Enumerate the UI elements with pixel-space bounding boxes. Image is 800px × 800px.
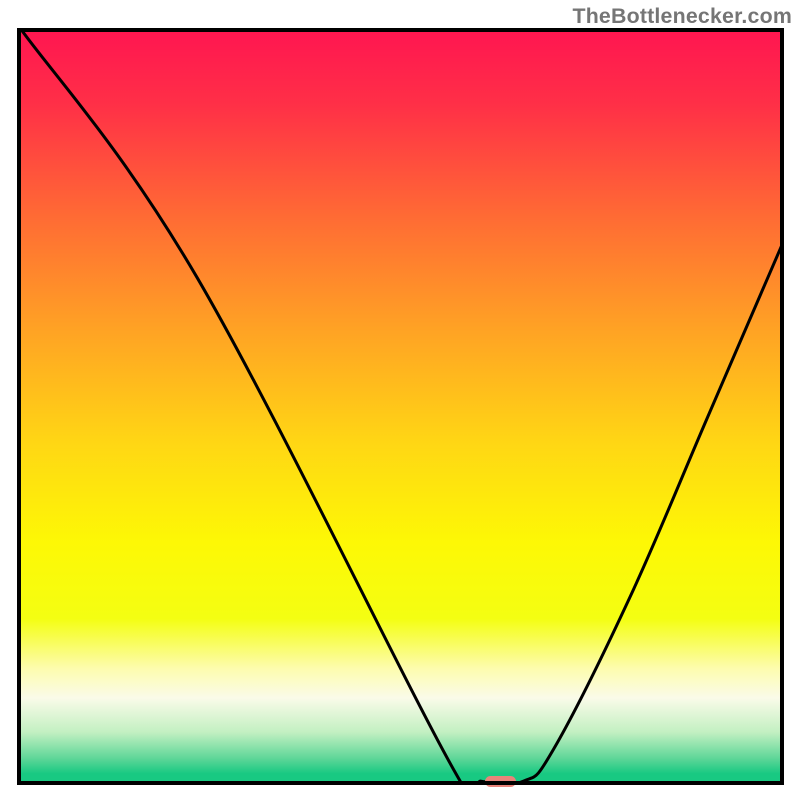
plot-border-left [17, 28, 21, 785]
chart-root: TheBottlenecker.com [0, 0, 800, 800]
plot-border-right [780, 28, 784, 785]
plot-border-bottom [17, 781, 784, 785]
curve-layer [17, 28, 784, 785]
curve-path [20, 28, 782, 785]
plot-area [17, 28, 784, 785]
watermark-text: TheBottlenecker.com [572, 4, 792, 29]
